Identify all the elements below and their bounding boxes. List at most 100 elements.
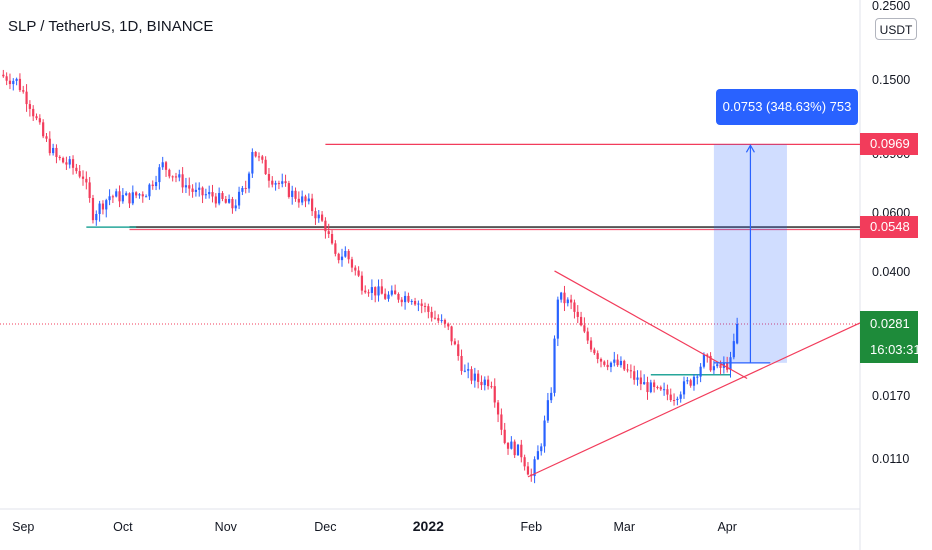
candle-body: [91, 197, 95, 221]
candle-body: [500, 414, 503, 430]
price-tick-label: 0.0400: [872, 264, 911, 279]
candle-body: [8, 80, 12, 85]
candle-body: [467, 369, 470, 371]
candle-body: [25, 91, 28, 105]
candle-body: [616, 359, 619, 366]
candle-body: [367, 292, 370, 294]
candle-body: [201, 187, 204, 196]
candle-body: [135, 192, 138, 196]
candle-body: [689, 380, 692, 386]
candle-body: [304, 196, 307, 202]
candle-body: [706, 354, 709, 356]
candle-body: [633, 371, 636, 380]
candle-body: [168, 169, 171, 177]
candle-body: [141, 194, 144, 197]
measure-arrowhead: [745, 144, 755, 153]
price-tick-label: 0.0170: [872, 388, 911, 403]
candle-body: [254, 152, 257, 157]
candle-body: [583, 325, 586, 332]
candle-body: [58, 156, 61, 159]
candle-body: [85, 178, 88, 183]
candle-body: [277, 183, 281, 185]
candle-body: [344, 250, 347, 257]
candle-body: [586, 331, 589, 341]
candle-body: [732, 341, 735, 358]
candle-body: [576, 311, 579, 317]
candle-body: [570, 299, 573, 303]
candle-body: [360, 275, 364, 291]
currency-button[interactable]: USDT: [875, 18, 917, 40]
candle-body: [214, 196, 217, 204]
candle-body: [98, 203, 101, 215]
candle-body: [550, 392, 553, 401]
candle-body: [151, 184, 154, 187]
candle-body: [184, 185, 188, 188]
candle-body: [52, 147, 55, 154]
candle-body: [440, 320, 443, 322]
time-tick-label: Feb: [520, 520, 543, 534]
candle-body: [643, 382, 646, 385]
candle-body: [68, 159, 71, 165]
chart-title: SLP / TetherUS, 1D, BINANCE: [8, 18, 214, 35]
candle-body: [443, 320, 447, 324]
candle-body: [686, 380, 689, 382]
candle-body: [65, 162, 68, 165]
candle-body: [131, 192, 134, 204]
candle-body: [420, 303, 423, 306]
candle-body: [164, 162, 168, 170]
candle-body: [679, 394, 682, 399]
current-price-label: 0.0281: [870, 316, 910, 331]
candle-body: [75, 167, 78, 172]
candle-body: [32, 108, 35, 117]
candle-body: [400, 299, 403, 303]
candle-body: [95, 214, 98, 221]
candle-body: [251, 152, 254, 174]
time-tick-label: Sep: [12, 520, 35, 534]
time-tick-label: Mar: [613, 520, 635, 534]
candle-body: [463, 370, 466, 372]
trendline-1[interactable]: [554, 270, 748, 380]
candle-body: [682, 381, 686, 395]
time-tick-label: Apr: [717, 520, 737, 534]
candle-body: [5, 76, 8, 81]
candle-body: [198, 187, 201, 190]
candle-body: [337, 253, 340, 261]
current-price-tag: 0.0281 16:03:31: [860, 311, 921, 363]
candle-body: [2, 74, 5, 77]
candle-body: [716, 364, 719, 367]
candle-body: [726, 362, 729, 370]
candle-body: [287, 183, 290, 197]
candle-body: [264, 159, 267, 175]
candle-body: [629, 370, 632, 372]
resistance-price-label: 0.0969: [870, 136, 910, 152]
time-tick-label: Oct: [113, 520, 133, 534]
candle-body: [636, 377, 639, 380]
candle-body: [473, 373, 476, 381]
time-tick-label: Nov: [214, 520, 237, 534]
candle-body: [234, 205, 237, 209]
candle-body: [430, 311, 433, 318]
trendline-2[interactable]: [527, 322, 861, 478]
candle-body: [311, 198, 314, 212]
candle-body: [623, 360, 626, 370]
candle-body: [676, 398, 679, 401]
candle-body: [589, 340, 593, 350]
candle-body: [659, 387, 662, 390]
candle-body: [42, 122, 45, 137]
candle-body: [317, 214, 320, 219]
candle-body: [28, 104, 31, 109]
candle-body: [506, 442, 510, 449]
candle-body: [672, 400, 676, 402]
candle-body: [224, 198, 227, 203]
candle-body: [606, 364, 609, 368]
candle-body: [334, 243, 337, 254]
candle-body: [188, 185, 191, 189]
candle-body: [556, 299, 559, 339]
candle-body: [626, 369, 629, 371]
candle-body: [158, 167, 161, 183]
candle-body: [191, 188, 194, 192]
candle-body: [284, 181, 287, 184]
candle-body: [460, 355, 463, 371]
